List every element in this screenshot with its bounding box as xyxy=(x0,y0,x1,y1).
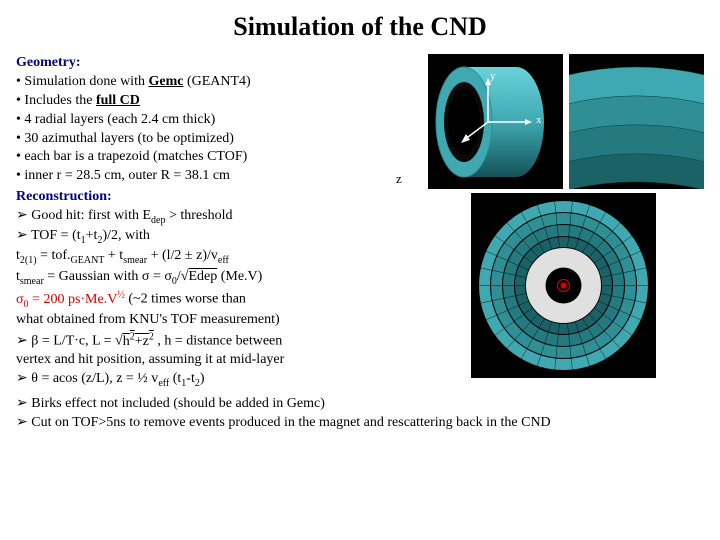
r3c: + (l/2 ± z)/v xyxy=(147,248,218,263)
r9d: ) xyxy=(200,371,205,386)
recon-9: ➢ θ = acos (z/L), z = ½ veff (t1-t2) xyxy=(16,370,436,390)
geom-item-5: • each bar is a trapezoid (matches CTOF) xyxy=(16,148,418,167)
r7a: β = L/T·c, L = √ xyxy=(31,334,123,349)
geometry-header: Geometry: xyxy=(16,54,418,73)
recon-8: vertex and hit position, assuming it at … xyxy=(16,351,436,370)
geometry-block: Geometry: • Simulation done with Gemc (G… xyxy=(16,54,418,186)
r4c: (Me.V) xyxy=(217,269,262,284)
axis-x: x xyxy=(536,114,542,126)
geom-item-3: • 4 radial layers (each 2.4 cm thick) xyxy=(16,111,418,130)
recon-6: what obtained from KNU's TOF measurement… xyxy=(16,311,436,330)
r9c: -t xyxy=(186,371,195,386)
r5a: σ xyxy=(16,292,24,307)
geom-3: 4 radial layers (each 2.4 cm thick) xyxy=(24,112,215,127)
gemc-label: Gemc xyxy=(148,74,183,89)
fig-cylinder: y x xyxy=(428,54,563,189)
side-svg xyxy=(569,54,704,189)
geom-item-2: • Includes the full CD xyxy=(16,92,418,111)
r9a: θ = acos (z/L), z = ½ v xyxy=(31,371,158,386)
geom-1b: (GEANT4) xyxy=(187,74,251,89)
page-title: Simulation of the CND xyxy=(16,12,704,42)
r2a: TOF = (t xyxy=(31,228,81,243)
r5b: = 200 ps·Me.V xyxy=(29,292,118,307)
top-row: Geometry: • Simulation done with Gemc (G… xyxy=(16,54,704,189)
reconstruction-block: Reconstruction: ➢ Good hit: first with E… xyxy=(16,188,436,391)
r1a: Good hit: first with E xyxy=(31,208,151,223)
rings-svg xyxy=(471,193,656,378)
r10: Birks effect not included (should be add… xyxy=(31,396,325,411)
axis-z: z xyxy=(396,171,402,187)
r4b: /√ xyxy=(177,269,189,284)
geom-item-4: • 30 azimuthal layers (to be optimized) xyxy=(16,130,418,149)
recon-5: σ0 = 200 ps·Me.V½ (~2 times worse than xyxy=(16,288,436,311)
r7b: , h = distance between xyxy=(154,334,282,349)
geom-2a: Includes the xyxy=(24,93,92,108)
figures: y x xyxy=(428,54,704,189)
r3a: = tof. xyxy=(37,248,71,263)
geom-item-1: • Simulation done with Gemc (GEANT4) xyxy=(16,73,418,92)
geom-4: 30 azimuthal layers (to be optimized) xyxy=(24,131,234,146)
recon-10: ➢ Birks effect not included (should be a… xyxy=(16,395,704,414)
recon-7: ➢ β = L/T·c, L = √h2+z2 , h = distance b… xyxy=(16,330,436,352)
recon-header: Reconstruction: xyxy=(16,188,436,207)
fig-rings xyxy=(471,193,656,378)
geom-1a: Simulation done with xyxy=(24,74,145,89)
geom-5: each bar is a trapezoid (matches CTOF) xyxy=(24,149,247,164)
fig-side xyxy=(569,54,704,189)
r11: Cut on TOF>5ns to remove events produced… xyxy=(31,415,550,430)
r4a: = Gaussian with σ = σ xyxy=(44,269,172,284)
axis-y: y xyxy=(490,70,496,82)
r2c: )/2, with xyxy=(102,228,149,243)
r2b: +t xyxy=(86,228,98,243)
recon-wide: ➢ Birks effect not included (should be a… xyxy=(16,395,704,433)
recon-11: ➢ Cut on TOF>5ns to remove events produc… xyxy=(16,414,704,433)
recon-2: ➢ TOF = (t1+t2)/2, with xyxy=(16,227,436,247)
r1b: > threshold xyxy=(165,208,232,223)
recon-1: ➢ Good hit: first with Edep > threshold xyxy=(16,207,436,227)
fullcd-label: full CD xyxy=(96,93,140,108)
geom-6: inner r = 28.5 cm, outer R = 38.1 cm xyxy=(24,168,230,183)
geom-item-6: • inner r = 28.5 cm, outer R = 38.1 cm xyxy=(16,167,418,186)
r5c: (~2 times worse than xyxy=(125,292,246,307)
r3b: + t xyxy=(104,248,123,263)
recon-3: t2(1) = tof.GEANT + tsmear + (l/2 ± z)/v… xyxy=(16,247,436,267)
recon-4: tsmear = Gaussian with σ = σ0/√Edep (Me.… xyxy=(16,268,436,288)
r9b: (t xyxy=(169,371,181,386)
